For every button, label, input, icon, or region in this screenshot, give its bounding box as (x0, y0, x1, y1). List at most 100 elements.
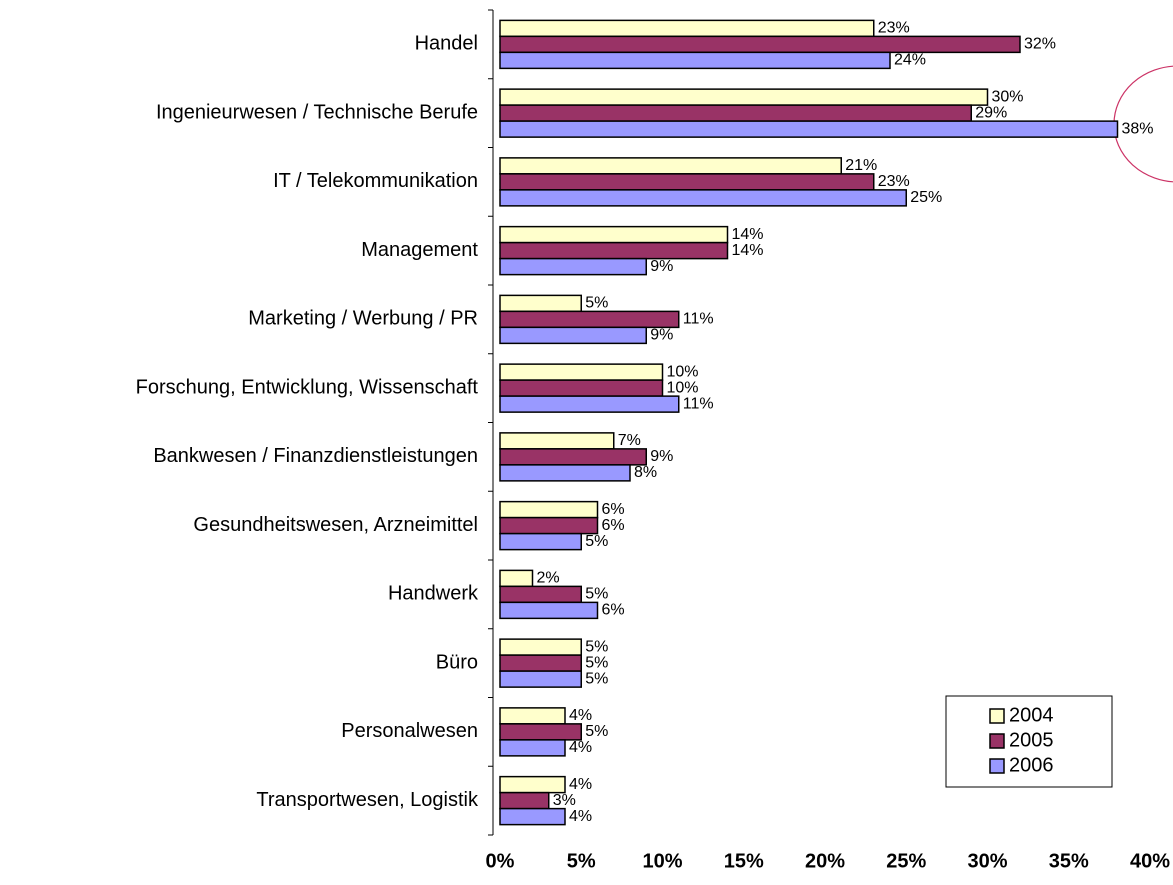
data-label: 5% (585, 654, 608, 671)
data-label: 23% (878, 173, 910, 190)
bar (499, 379, 664, 397)
category-label: Personalwesen (341, 720, 478, 742)
data-label: 3% (553, 792, 576, 809)
data-label: 29% (975, 104, 1007, 121)
category-label: Ingenieurwesen / Technische Berufe (156, 101, 478, 123)
legend-label: 2005 (1009, 729, 1054, 751)
legend-label: 2004 (1009, 704, 1054, 726)
category-label: IT / Telekommunikation (273, 170, 478, 192)
bar (499, 51, 891, 70)
data-label: 4% (569, 739, 592, 756)
bar (499, 448, 647, 466)
bar (499, 35, 1021, 54)
bar (499, 638, 582, 656)
bar (499, 88, 989, 106)
data-label: 4% (569, 808, 592, 825)
bar (499, 601, 599, 620)
data-label: 30% (992, 88, 1024, 105)
bar (499, 432, 615, 450)
bar (499, 310, 680, 329)
x-tick-label: 10% (642, 850, 682, 872)
legend-box (945, 695, 1113, 788)
data-label: 6% (602, 602, 625, 619)
bar (499, 807, 566, 826)
bar (499, 326, 647, 345)
bar (499, 395, 680, 413)
bar (499, 569, 534, 588)
data-label: 38% (1122, 120, 1154, 137)
bar (499, 739, 566, 757)
data-label: 8% (634, 464, 657, 481)
category-label: Forschung, Entwicklung, Wissenschaft (136, 376, 479, 398)
x-tick-label: 5% (567, 850, 596, 872)
data-label: 4% (569, 707, 592, 724)
data-label: 32% (1024, 36, 1056, 53)
data-label: 10% (667, 363, 699, 380)
x-tick-label: 30% (967, 850, 1007, 872)
category-label: Marketing / Werbung / PR (248, 308, 478, 330)
bar (499, 294, 582, 313)
data-label: 6% (602, 501, 625, 518)
bar (499, 120, 1119, 138)
legend-swatch (989, 758, 1005, 774)
bar (499, 363, 664, 381)
bar (499, 532, 582, 551)
bar (499, 157, 842, 175)
data-label: 9% (650, 258, 673, 275)
data-label: 5% (585, 295, 608, 312)
data-label: 5% (585, 533, 608, 550)
bar (499, 707, 566, 725)
data-label: 2% (537, 570, 560, 587)
legend-swatch (989, 708, 1005, 724)
data-label: 5% (585, 586, 608, 603)
legend-label: 2006 (1009, 754, 1054, 776)
data-label: 11% (683, 311, 714, 328)
category-label: Bankwesen / Finanzdienstleistungen (153, 445, 478, 467)
bar (499, 500, 599, 519)
bar (499, 516, 599, 535)
category-label: Management (361, 239, 478, 261)
data-label: 5% (585, 670, 608, 687)
data-label: 4% (569, 776, 592, 793)
data-label: 5% (585, 723, 608, 740)
bar (499, 464, 631, 482)
data-label: 10% (667, 379, 699, 396)
x-tick-label: 15% (724, 850, 764, 872)
data-label: 24% (894, 52, 926, 69)
x-tick-label: 40% (1130, 850, 1170, 872)
bar (499, 723, 582, 741)
x-tick-label: 35% (1049, 850, 1089, 872)
category-label: Handwerk (388, 583, 479, 605)
bar (499, 225, 729, 244)
data-label: 25% (910, 189, 942, 206)
data-label: 5% (585, 638, 608, 655)
bar (499, 670, 582, 688)
category-label: Transportwesen, Logistik (256, 789, 479, 811)
bar (499, 104, 972, 122)
data-label: 6% (602, 517, 625, 534)
bar (499, 241, 729, 260)
bar (499, 775, 566, 794)
legend-swatch (989, 733, 1005, 749)
data-label: 7% (618, 432, 641, 449)
x-tick-label: 0% (486, 850, 515, 872)
data-label: 14% (732, 226, 764, 243)
bar (499, 19, 875, 38)
data-label: 9% (650, 327, 673, 344)
bar (499, 189, 907, 207)
data-label: 14% (732, 242, 764, 259)
data-label: 23% (878, 20, 910, 37)
category-label: Handel (415, 33, 478, 55)
data-label: 9% (650, 448, 673, 465)
bar (499, 585, 582, 604)
category-label: Büro (436, 651, 478, 673)
bar (499, 654, 582, 672)
data-label: 11% (683, 395, 714, 412)
bar (499, 257, 647, 276)
x-tick-label: 20% (805, 850, 845, 872)
x-tick-label: 25% (886, 850, 926, 872)
bar (499, 173, 875, 191)
bar (499, 791, 550, 810)
